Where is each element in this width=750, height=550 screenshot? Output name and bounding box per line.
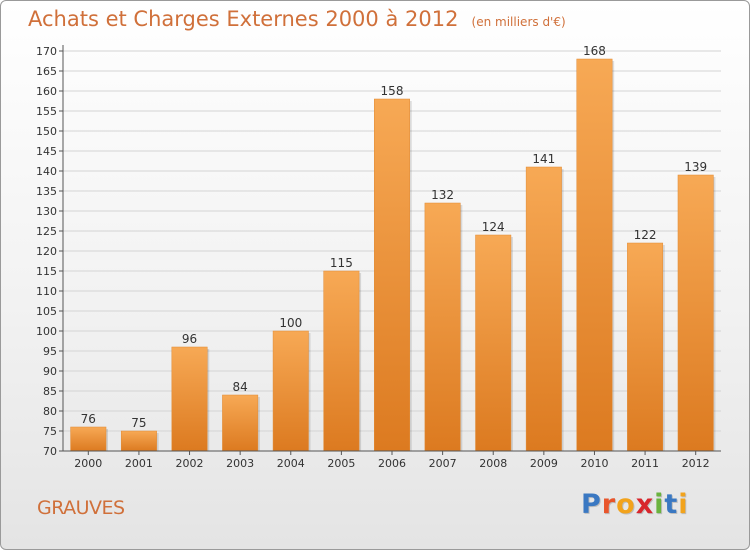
bar-2012 [677, 174, 714, 452]
x-tick-label: 2009 [530, 457, 558, 470]
x-tick-label: 2002 [176, 457, 204, 470]
logo-letter: t [664, 489, 679, 520]
y-tick-label: 105 [36, 305, 57, 318]
logo-letter: r [601, 489, 617, 520]
x-tick-label: 2005 [327, 457, 355, 470]
x-tick-label: 2000 [74, 457, 102, 470]
bar-2004 [272, 330, 309, 452]
bar-2000 [70, 426, 107, 452]
bar-2006 [374, 98, 410, 452]
bar-2001 [120, 430, 157, 452]
x-tick-label: 2008 [479, 457, 507, 470]
y-tick-label: 130 [36, 205, 57, 218]
y-tick-label: 135 [36, 185, 57, 198]
y-tick-label: 150 [36, 125, 57, 138]
y-tick-label: 155 [36, 105, 57, 118]
logo-letter: i [678, 489, 689, 520]
value-label: 96 [182, 332, 197, 346]
value-label: 132 [431, 188, 454, 202]
y-tick-label: 145 [36, 145, 57, 158]
chart-units: (en milliers d'€) [471, 15, 566, 29]
x-tick-label: 2010 [580, 457, 608, 470]
value-label: 139 [684, 160, 707, 174]
x-tick-label: 2011 [631, 457, 659, 470]
bar-2003 [222, 394, 259, 452]
y-tick-label: 125 [36, 225, 57, 238]
y-tick-label: 90 [43, 365, 57, 378]
x-tick-label: 2012 [682, 457, 710, 470]
y-tick-label: 120 [36, 245, 57, 258]
logo-letter: i [654, 489, 665, 520]
logo-letter: x [635, 489, 655, 520]
x-tick-label: 2004 [277, 457, 305, 470]
proxiti-logo[interactable]: Proxiti [581, 489, 689, 520]
x-tick-label: 2006 [378, 457, 406, 470]
y-tick-label: 100 [36, 325, 57, 338]
logo-letter: P [581, 489, 602, 520]
y-tick-label: 110 [36, 285, 57, 298]
y-tick-label: 160 [36, 85, 57, 98]
y-tick-label: 75 [43, 425, 57, 438]
value-label: 141 [532, 152, 555, 166]
y-tick-label: 140 [36, 165, 57, 178]
bar-2010 [576, 58, 613, 452]
y-tick-label: 170 [36, 45, 57, 58]
value-label: 168 [583, 44, 606, 58]
value-label: 124 [482, 220, 505, 234]
y-tick-label: 165 [36, 65, 57, 78]
y-tick-label: 85 [43, 385, 57, 398]
axis-layer: 70 75 80 85 90 95 100 105 110 115 120 125 130 135 140 1… [36, 45, 721, 470]
value-label: 75 [131, 416, 146, 430]
bar-2002 [171, 346, 208, 452]
x-tick-label: 2001 [125, 457, 153, 470]
bar-2005 [323, 270, 360, 452]
y-tick-label: 80 [43, 405, 57, 418]
value-label: 84 [233, 380, 248, 394]
value-label: 122 [634, 228, 657, 242]
bar-2011 [627, 242, 664, 452]
y-tick-label: 70 [43, 445, 57, 458]
bar-2009 [525, 166, 562, 452]
logo-letter: o [616, 489, 636, 520]
bar-2008 [475, 234, 512, 452]
value-label: 76 [81, 412, 96, 426]
bar-2007 [424, 202, 461, 452]
chart-title: Achats et Charges Externes 2000 à 2012 [28, 7, 459, 31]
y-tick-label: 95 [43, 345, 57, 358]
commune-name: GRAUVES [37, 497, 125, 519]
value-label: 100 [279, 316, 302, 330]
title-row: Achats et Charges Externes 2000 à 2012 (… [28, 7, 566, 31]
x-tick-label: 2007 [429, 457, 457, 470]
y-tick-label: 115 [36, 265, 57, 278]
value-label: 158 [381, 84, 404, 98]
x-tick-label: 2003 [226, 457, 254, 470]
value-label: 115 [330, 256, 353, 270]
bar-layer: 76 75 96 84 100 115 158 132 124 141 168 122 139 [70, 44, 716, 452]
